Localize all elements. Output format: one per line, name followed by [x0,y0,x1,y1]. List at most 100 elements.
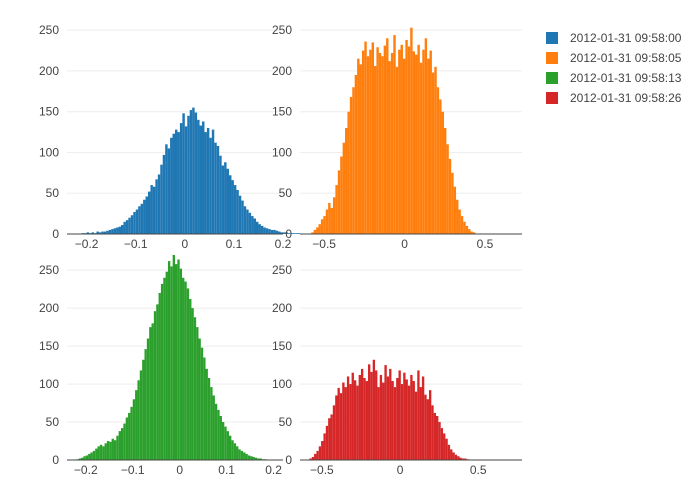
histogram-bar[interactable] [123,423,126,460]
histogram-bar[interactable] [375,370,378,460]
histogram-bar[interactable] [192,107,195,234]
histogram-bar[interactable] [275,230,279,234]
histogram-bar[interactable] [85,455,89,460]
histogram-bar[interactable] [145,196,148,234]
histogram-bar[interactable] [316,450,319,460]
histogram-bar[interactable] [417,44,420,235]
histogram-bar[interactable] [204,132,207,234]
histogram-bar[interactable] [460,216,464,234]
histogram-bar[interactable] [436,87,440,234]
histogram-bar[interactable] [193,317,197,460]
histogram-bar[interactable] [177,132,180,234]
histogram-bar[interactable] [395,66,399,234]
histogram-bar[interactable] [142,359,145,460]
histogram-bar[interactable] [189,110,193,234]
histogram-bar[interactable] [121,225,124,234]
histogram-bar[interactable] [175,264,178,460]
histogram-bar[interactable] [252,456,255,460]
histogram-bar[interactable] [88,453,91,460]
histogram-bar[interactable] [428,390,432,460]
histogram-bar[interactable] [207,378,211,460]
histogram-bar[interactable] [396,378,399,460]
histogram-bar[interactable] [123,221,126,234]
histogram-bar[interactable] [257,458,260,460]
histogram-bar[interactable] [263,227,266,234]
histogram-bar[interactable] [210,387,213,460]
histogram-bar[interactable] [456,199,459,234]
histogram-bar[interactable] [278,231,281,234]
histogram-bar[interactable] [470,231,473,234]
histogram-bar[interactable] [130,406,133,460]
histogram-bar[interactable] [422,49,425,234]
histogram-bar[interactable] [96,231,99,234]
histogram-bar[interactable] [253,218,256,234]
histogram-bar[interactable] [443,128,447,234]
histogram-bar[interactable] [106,230,109,234]
histogram-bar[interactable] [163,277,166,460]
histogram-bar[interactable] [374,66,377,235]
histogram-bar[interactable] [292,233,296,234]
histogram-bar[interactable] [113,228,117,234]
histogram-bar[interactable] [349,384,352,460]
histogram-bar[interactable] [351,372,354,460]
histogram-bar[interactable] [443,433,446,460]
histogram-bar[interactable] [229,435,232,460]
histogram-bar[interactable] [320,219,324,234]
histogram-bar[interactable] [184,126,188,234]
histogram-bar[interactable] [419,62,423,235]
histogram-bar[interactable] [472,232,476,234]
histogram-bar[interactable] [226,168,229,234]
histogram-bar[interactable] [361,50,365,235]
histogram-bar[interactable] [372,359,376,460]
histogram-bar[interactable] [353,380,357,460]
histogram-bar[interactable] [465,225,469,234]
histogram-bar[interactable] [103,231,107,234]
histogram-bar[interactable] [390,52,394,234]
histogram-bar[interactable] [383,45,387,235]
histogram-bar[interactable] [421,376,425,460]
histogram-bar[interactable] [321,441,324,460]
histogram-bar[interactable] [189,299,192,460]
histogram-bar[interactable] [221,165,225,234]
histogram-bar[interactable] [133,211,136,234]
histogram-bar[interactable] [170,137,173,234]
histogram-bar[interactable] [202,121,205,234]
histogram-bar[interactable] [452,452,455,460]
histogram-bar[interactable] [251,216,254,234]
histogram-bar[interactable] [156,304,159,460]
histogram-bar[interactable] [332,197,336,234]
histogram-bar[interactable] [212,395,215,460]
histogram-bar[interactable] [366,56,370,234]
histogram-bar[interactable] [369,49,372,234]
histogram-bar[interactable] [143,199,146,234]
histogram-bar[interactable] [379,374,383,460]
histogram-bar[interactable] [170,266,173,460]
legend-item-3[interactable]: 2012-01-31 09:58:13 [546,71,682,85]
histogram-bar[interactable] [388,61,391,235]
histogram-bar[interactable] [182,113,185,234]
histogram-bar[interactable] [448,158,452,234]
histogram-bar[interactable] [295,233,298,234]
histogram-bar[interactable] [121,428,124,460]
histogram-bar[interactable] [309,458,312,460]
histogram-bar[interactable] [149,327,152,460]
histogram-bar[interactable] [186,288,190,460]
histogram-bar[interactable] [344,387,347,460]
histogram-bar[interactable] [81,457,84,460]
histogram-bar[interactable] [221,422,225,460]
histogram-bar[interactable] [342,142,346,234]
histogram-bar[interactable] [172,255,175,460]
histogram-bar[interactable] [241,200,244,234]
histogram-bar[interactable] [325,425,329,460]
histogram-bar[interactable] [440,428,444,460]
histogram-bar[interactable] [363,378,366,460]
histogram-bar[interactable] [340,156,343,234]
histogram-bar[interactable] [256,221,259,234]
histogram-bar[interactable] [179,268,183,460]
histogram-bar[interactable] [447,444,451,460]
histogram-bar[interactable] [138,206,141,234]
histogram-bar[interactable] [108,229,112,234]
histogram-bar[interactable] [311,232,314,234]
histogram-bar[interactable] [155,179,158,234]
legend-item-2[interactable]: 2012-01-31 09:58:05 [546,51,682,65]
